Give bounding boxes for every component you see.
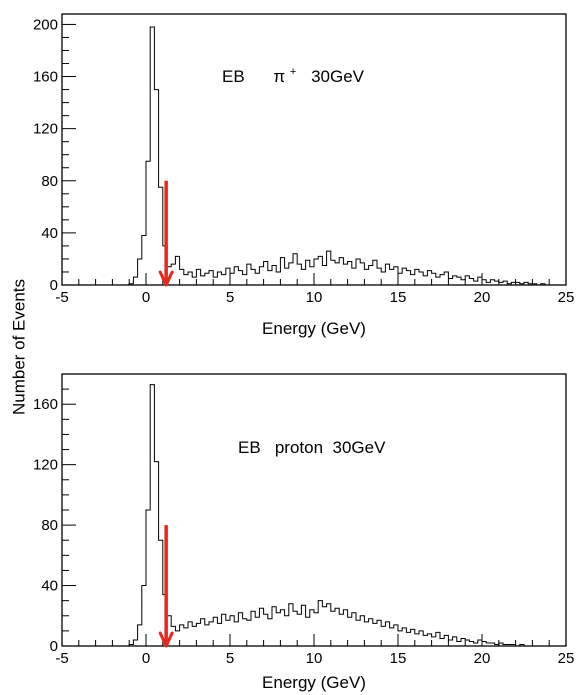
top-annotation-energy: 30GeV xyxy=(311,67,365,86)
top-axis-ticks xyxy=(61,23,567,286)
top-y-tick-label: 160 xyxy=(33,69,58,86)
bottom-cut-arrow xyxy=(158,525,174,648)
bottom-y-tick-label: 80 xyxy=(41,517,58,534)
top-x-tick-label: 25 xyxy=(558,289,575,306)
bottom-y-tick-label: 0 xyxy=(50,638,58,655)
bottom-y-tick-label: 160 xyxy=(33,396,58,413)
top-y-tick-label: 80 xyxy=(41,173,58,190)
bottom-x-tick-label: 0 xyxy=(142,650,150,667)
top-histogram-line xyxy=(128,26,550,286)
bottom-histogram-line xyxy=(128,384,533,647)
top-annotation-particle: π xyxy=(273,67,285,86)
top-cut-arrow-head xyxy=(158,270,174,287)
bottom-plot-frame xyxy=(61,373,567,647)
bottom-x-tick-label: -5 xyxy=(55,650,68,667)
top-annotation-charge: + xyxy=(290,66,296,78)
top-x-tick-label: -5 xyxy=(55,289,68,306)
bottom-y-tick-label: 120 xyxy=(33,457,58,474)
bottom-x-tick-label: 20 xyxy=(474,650,491,667)
shared-y-axis-title: Number of Events xyxy=(9,279,28,415)
top-x-tick-label: 20 xyxy=(474,289,491,306)
bottom-annotation: EB proton 30GeV xyxy=(238,438,386,457)
top-y-tick-label: 120 xyxy=(33,121,58,138)
top-y-tick-label: 200 xyxy=(33,16,58,33)
top-y-tick-label: 40 xyxy=(41,225,58,242)
top-y-tick-label: 0 xyxy=(50,277,58,294)
top-annotation-label: EB xyxy=(222,67,245,86)
top-x-tick-label: 0 xyxy=(142,289,150,306)
bottom-y-tick-label: 40 xyxy=(41,578,58,595)
bottom-axis-ticks xyxy=(61,373,567,647)
bottom-x-tick-label: 5 xyxy=(226,650,234,667)
top-x-axis-title: Energy (GeV) xyxy=(262,319,366,338)
top-x-tick-label: 5 xyxy=(226,289,234,306)
top-cut-arrow xyxy=(158,180,174,287)
top-x-tick-label: 15 xyxy=(390,289,407,306)
top-plot-frame xyxy=(61,13,567,286)
bottom-cut-arrow-head xyxy=(158,631,174,648)
bottom-x-axis-title: Energy (GeV) xyxy=(262,673,366,692)
bottom-x-tick-label: 25 xyxy=(558,650,575,667)
bottom-x-tick-label: 15 xyxy=(390,650,407,667)
top-annotation: EB π + 30GeV xyxy=(222,60,365,86)
top-x-tick-label: 10 xyxy=(306,289,323,306)
bottom-x-tick-label: 10 xyxy=(306,650,323,667)
